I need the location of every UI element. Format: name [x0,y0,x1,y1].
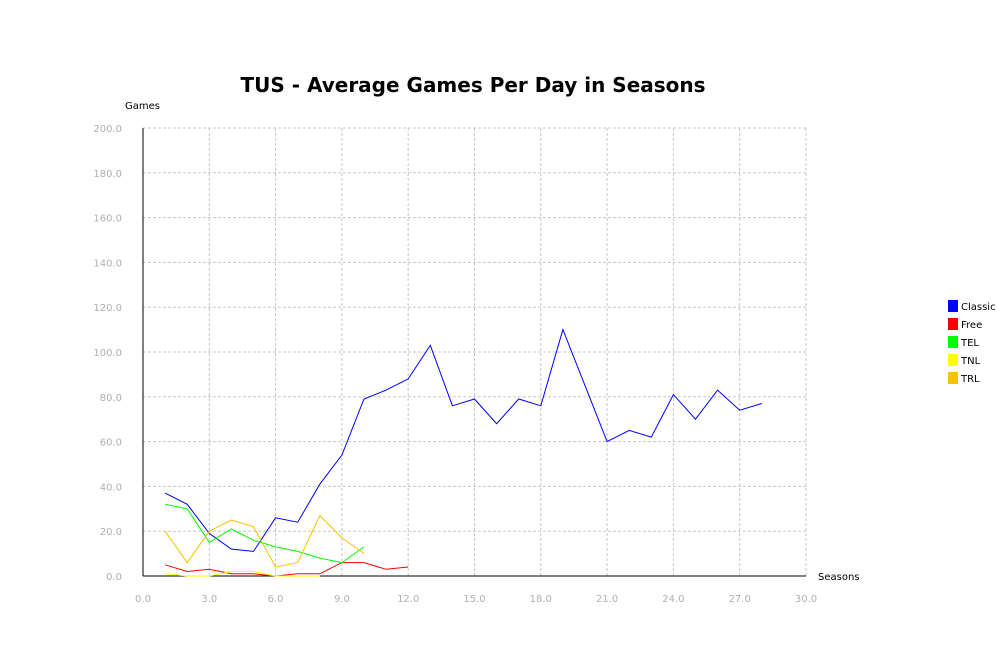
legend-label-classic: Classic [961,302,996,313]
legend-swatch-tel [948,336,958,348]
y-tick-label: 160.0 [93,214,122,225]
y-tick-label: 140.0 [93,258,122,269]
series-line-trl [164,514,365,568]
x-axis-label: Seasons [818,572,860,583]
y-tick-label: 60.0 [100,438,122,449]
x-tick-label: 15.0 [463,594,485,605]
grid [143,127,807,576]
x-tick-label: 30.0 [795,594,817,605]
x-tick-label: 18.0 [530,594,552,605]
legend-label-free: Free [961,320,982,331]
series-line-tel [165,503,365,564]
legend-swatch-tnl [948,354,958,366]
y-tick-label: 120.0 [93,303,122,314]
y-axis-label: Games [125,101,160,112]
series-line-classic [164,328,762,552]
x-tick-label: 9.0 [334,594,350,605]
series-line-free [164,562,409,577]
series-lines [164,328,762,577]
series-line-tnl [165,571,320,577]
legend-swatch-classic [948,300,958,312]
legend: Classic Free TEL TNL TRL [948,300,996,385]
axes [142,128,806,577]
y-tick-label: 20.0 [100,527,122,538]
y-tick-label: 100.0 [93,348,122,359]
x-tick-label: 12.0 [397,594,419,605]
y-tick-label: 200.0 [93,124,122,135]
tick-labels: 0.0 3.0 6.0 9.0 12.0 15.0 18.0 21.0 24.0 27.0 30.0… [93,124,817,605]
x-tick-label: 27.0 [729,594,751,605]
legend-swatch-free [948,318,958,330]
x-tick-label: 24.0 [662,594,684,605]
x-tick-label: 6.0 [268,594,284,605]
x-tick-label: 21.0 [596,594,618,605]
y-tick-label: 180.0 [93,169,122,180]
chart-title: TUS - Average Games Per Day in Seasons [240,73,705,97]
x-tick-label: 3.0 [201,594,217,605]
y-tick-label: 80.0 [100,393,122,404]
legend-label-tel: TEL [960,338,979,349]
x-tick-label: 0.0 [135,594,151,605]
y-tick-label: 0.0 [106,572,122,583]
y-tick-label: 40.0 [100,482,122,493]
legend-label-tnl: TNL [960,356,981,367]
legend-swatch-trl [948,372,958,384]
legend-label-trl: TRL [960,374,980,385]
